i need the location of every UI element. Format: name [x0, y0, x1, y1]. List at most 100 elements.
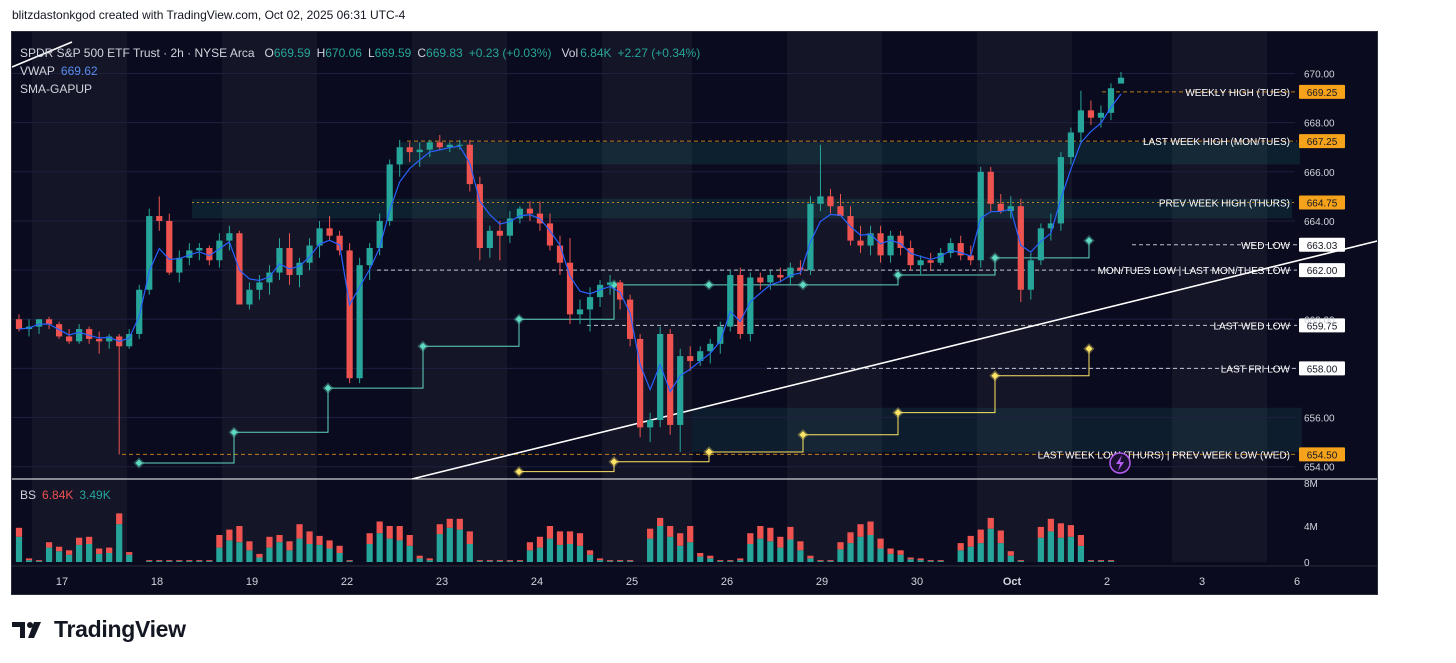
candle-body[interactable]: [987, 171, 994, 204]
candle-body[interactable]: [156, 216, 163, 221]
candle-body[interactable]: [576, 309, 584, 315]
candle-body[interactable]: [556, 245, 564, 263]
candle-body[interactable]: [366, 247, 373, 266]
candle-body[interactable]: [1067, 132, 1075, 158]
candle-body[interactable]: [897, 235, 904, 248]
candle-body[interactable]: [326, 228, 333, 236]
symbol-row[interactable]: SPDR S&P 500 ETF Trust · 2h · NYSE Arca …: [20, 44, 700, 62]
candle-body[interactable]: [687, 356, 694, 362]
candle-body[interactable]: [1037, 228, 1044, 261]
candle-body[interactable]: [286, 247, 293, 276]
candle-body[interactable]: [456, 144, 463, 146]
candle-body[interactable]: [667, 334, 674, 425]
candle-body[interactable]: [737, 275, 744, 334]
candle-body[interactable]: [65, 336, 73, 342]
candle-body[interactable]: [937, 252, 944, 263]
candle-body[interactable]: [827, 196, 834, 207]
candle-body[interactable]: [246, 289, 253, 305]
candle-body[interactable]: [596, 284, 604, 298]
candle-body[interactable]: [957, 243, 964, 256]
candle-body[interactable]: [506, 218, 513, 236]
sma-row[interactable]: SMA-GAPUP: [20, 80, 700, 98]
candle-body[interactable]: [606, 282, 614, 285]
candle-body[interactable]: [1097, 112, 1105, 118]
candle-body[interactable]: [777, 275, 784, 278]
chart-area[interactable]: WEEKLY HIGH (TUES) 669.25 LAST WEEK HIGH (…: [11, 31, 1378, 595]
candle-body[interactable]: [817, 196, 824, 204]
candle-body[interactable]: [1107, 88, 1115, 113]
candle-body[interactable]: [496, 230, 503, 236]
candle-body[interactable]: [186, 250, 193, 258]
candle-body[interactable]: [216, 240, 223, 261]
candle-body[interactable]: [857, 240, 864, 246]
candle-body[interactable]: [176, 257, 183, 273]
candle-body[interactable]: [657, 334, 664, 421]
candle-body[interactable]: [406, 147, 413, 153]
candle-body[interactable]: [336, 235, 343, 251]
candle-body[interactable]: [1027, 260, 1034, 290]
candle-body[interactable]: [917, 260, 924, 266]
candle-body[interactable]: [627, 299, 634, 339]
candle-body[interactable]: [1047, 223, 1054, 229]
candle-body[interactable]: [196, 247, 203, 251]
candle-body[interactable]: [166, 220, 173, 273]
candle-body[interactable]: [867, 233, 874, 246]
candle-body[interactable]: [386, 164, 393, 221]
candle-body[interactable]: [106, 336, 113, 342]
candle-body[interactable]: [396, 147, 403, 165]
candle-body[interactable]: [426, 142, 433, 150]
candle-body[interactable]: [1057, 157, 1064, 224]
candle-body[interactable]: [346, 250, 353, 379]
candle-body[interactable]: [797, 267, 804, 271]
candle-body[interactable]: [546, 223, 554, 246]
candle-body[interactable]: [747, 277, 754, 334]
candle-body[interactable]: [787, 267, 794, 278]
candle-body[interactable]: [847, 216, 854, 241]
candle-body[interactable]: [376, 220, 383, 248]
bs-legend[interactable]: BS 6.84K 3.49K: [20, 488, 111, 502]
candle-body[interactable]: [526, 208, 534, 214]
candle-body[interactable]: [436, 142, 443, 148]
candle-body[interactable]: [717, 326, 724, 344]
candle-body[interactable]: [1017, 206, 1024, 290]
candle-body[interactable]: [76, 329, 83, 342]
candle-body[interactable]: [757, 277, 764, 283]
candle-body[interactable]: [306, 245, 313, 263]
candle-body[interactable]: [997, 203, 1004, 212]
candle-body[interactable]: [707, 343, 714, 352]
candle-body[interactable]: [35, 319, 43, 327]
candle-body[interactable]: [947, 243, 954, 253]
candle-body[interactable]: [486, 230, 493, 248]
candle-body[interactable]: [566, 262, 574, 315]
candle-body[interactable]: [226, 233, 233, 241]
candle-body[interactable]: [416, 149, 423, 153]
price-chart[interactable]: WEEKLY HIGH (TUES) 669.25 LAST WEEK HIGH (…: [12, 32, 1378, 595]
candle-body[interactable]: [697, 351, 704, 362]
candle-body[interactable]: [837, 206, 844, 217]
candle-body[interactable]: [967, 255, 974, 261]
candle-body[interactable]: [637, 338, 644, 428]
candle-body[interactable]: [15, 319, 23, 330]
candle-body[interactable]: [146, 216, 153, 290]
candle-body[interactable]: [727, 275, 734, 327]
candle-body[interactable]: [136, 289, 143, 334]
candle-body[interactable]: [616, 282, 624, 300]
candle-body[interactable]: [767, 275, 774, 283]
candle-body[interactable]: [356, 265, 363, 379]
symbol-name[interactable]: SPDR S&P 500 ETF Trust · 2h · NYSE Arca: [20, 46, 255, 60]
candle-body[interactable]: [126, 334, 133, 347]
candle-body[interactable]: [1077, 110, 1085, 133]
candle-body[interactable]: [907, 247, 914, 266]
candle-body[interactable]: [1087, 110, 1095, 118]
candle-body[interactable]: [446, 144, 453, 148]
candle-body[interactable]: [586, 297, 594, 310]
candle-body[interactable]: [45, 319, 53, 325]
candle-body[interactable]: [977, 171, 984, 261]
candle-body[interactable]: [927, 260, 934, 263]
candle-body[interactable]: [647, 420, 654, 428]
candle-body[interactable]: [516, 208, 524, 219]
candle-body[interactable]: [86, 329, 93, 339]
candle-body[interactable]: [276, 247, 283, 273]
candle-body[interactable]: [256, 282, 263, 290]
candle-body[interactable]: [887, 235, 894, 256]
